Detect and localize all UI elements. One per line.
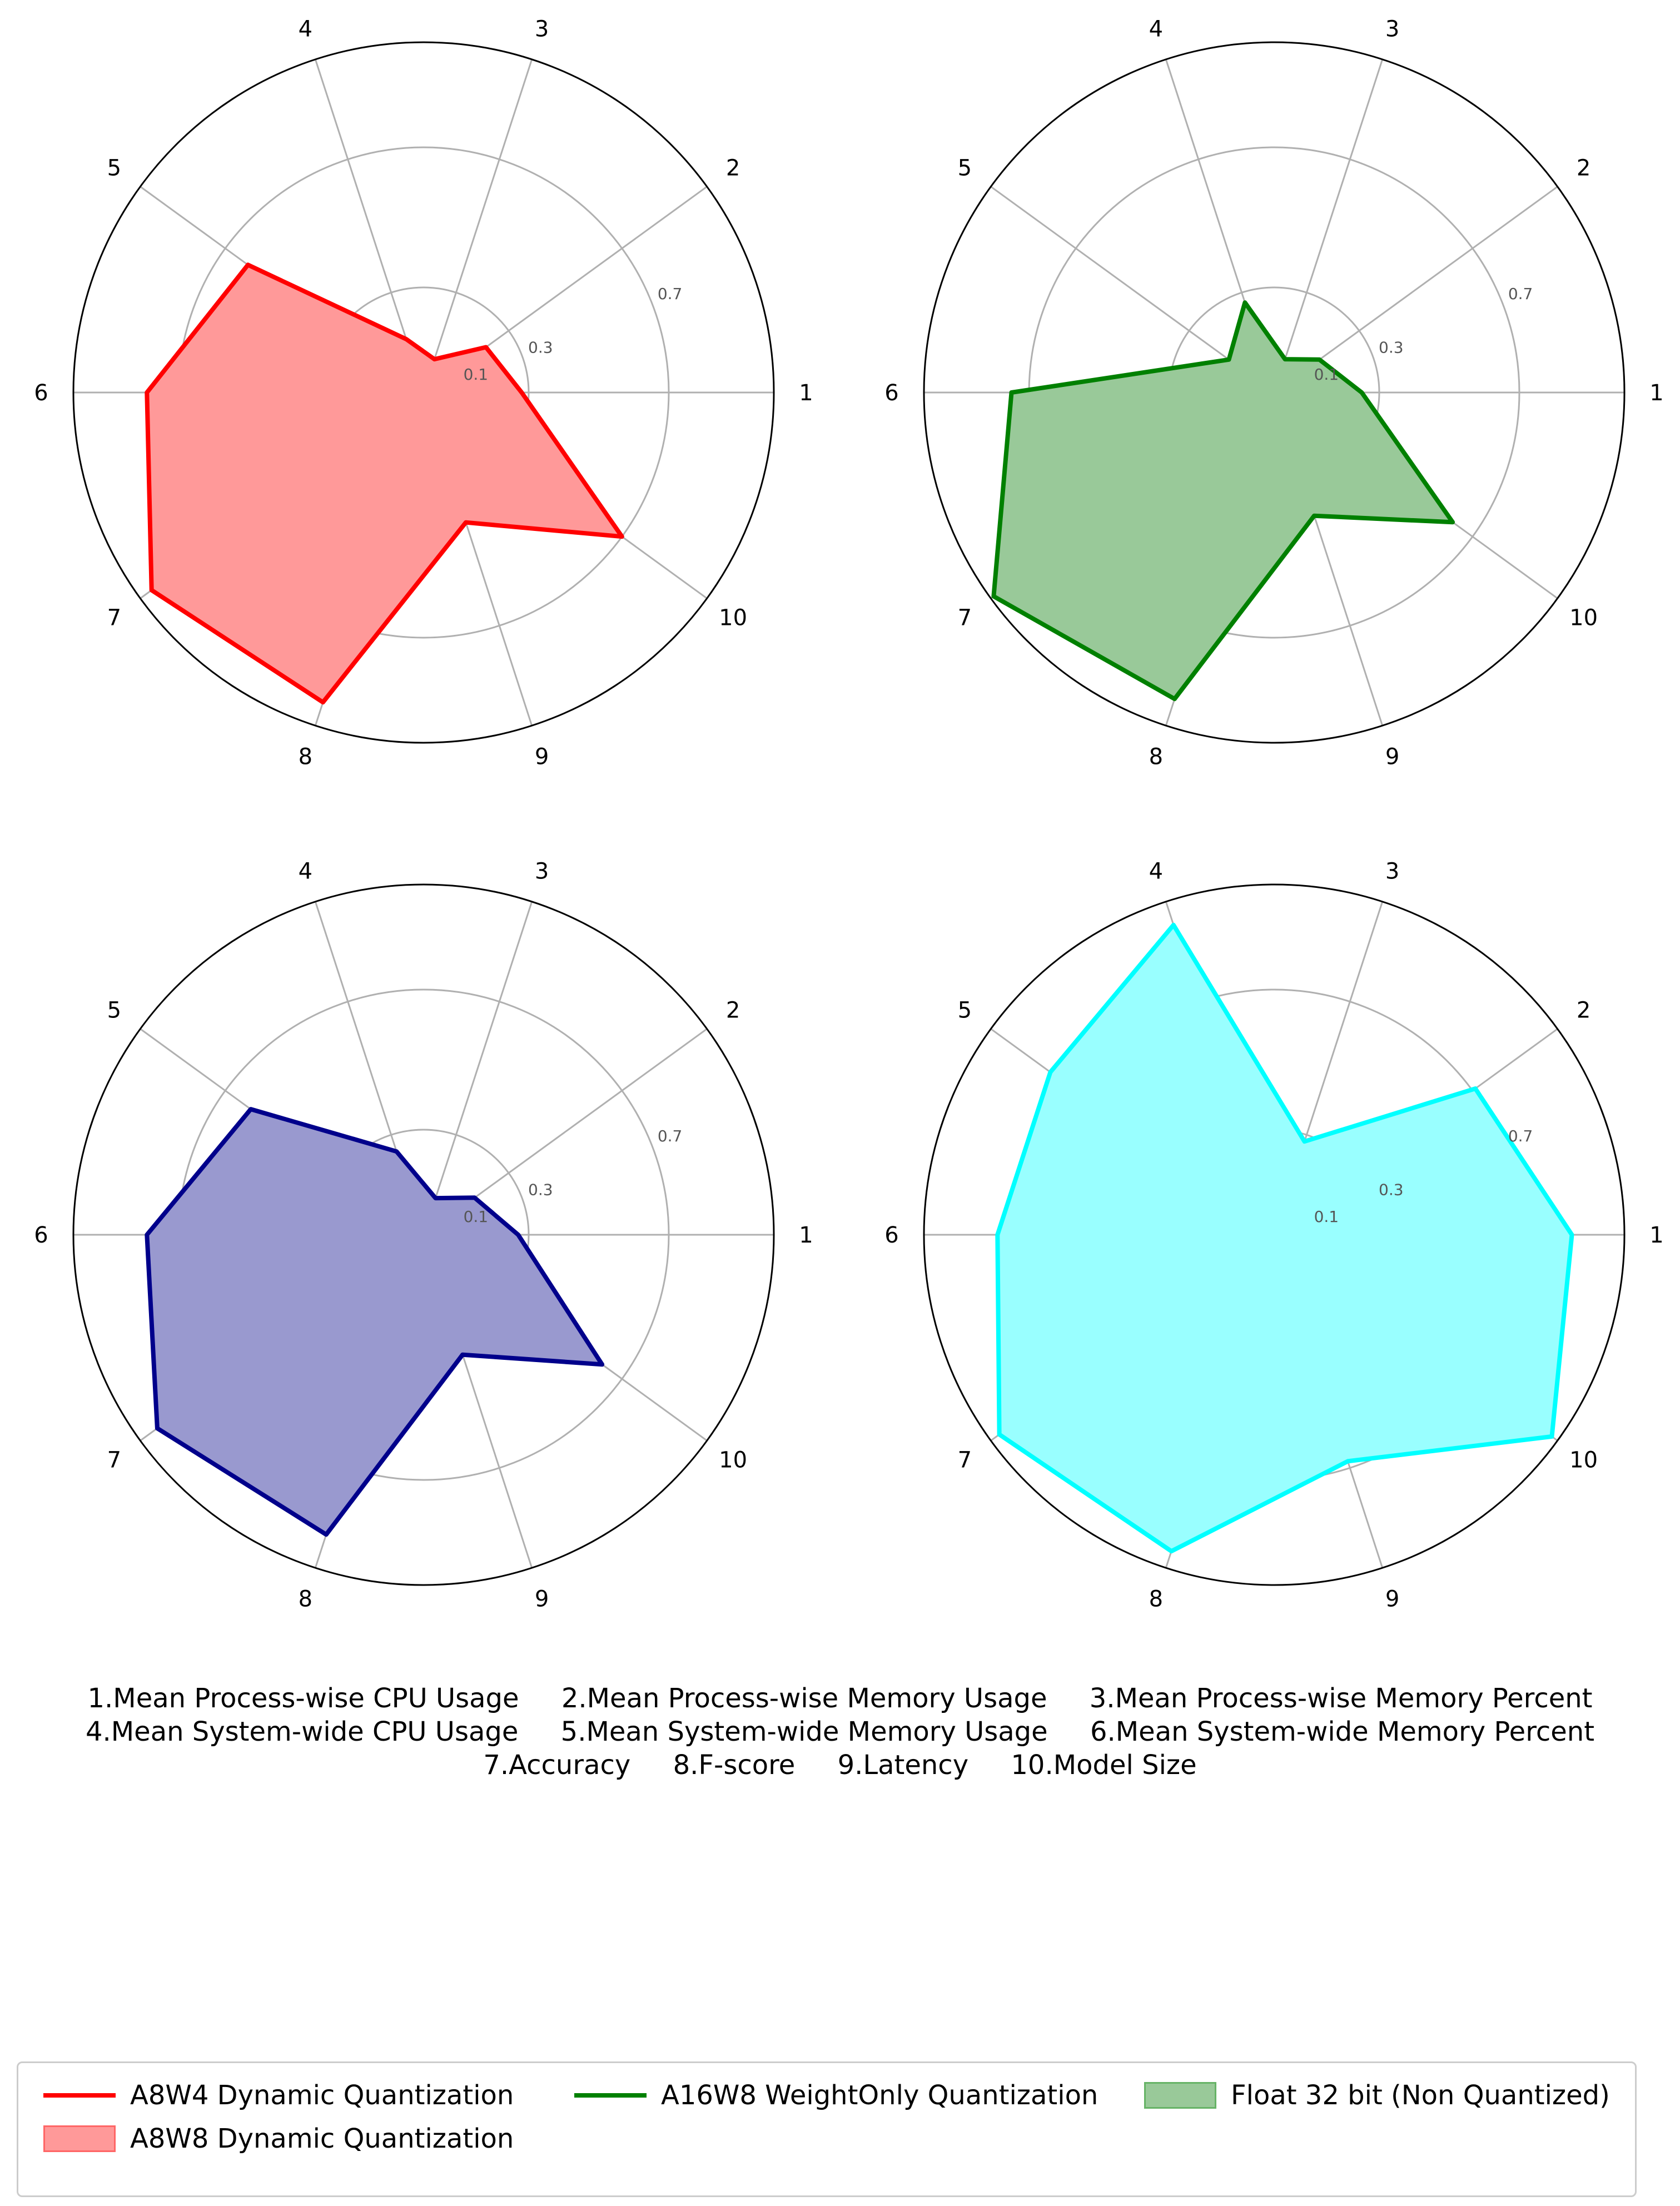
data-area <box>997 925 1572 1552</box>
axis-label-5: 5 <box>958 156 972 181</box>
metric-key-line-2: 4.Mean System-wide CPU Usage 5.Mean Syst… <box>85 1716 1595 1747</box>
spoke-line <box>1274 186 1558 394</box>
metric-key-line-1: 1.Mean Process-wise CPU Usage 2.Mean Pro… <box>87 1683 1593 1714</box>
axis-label-10: 10 <box>1569 1447 1598 1473</box>
axis-label-8: 8 <box>299 1586 312 1612</box>
legend-item-float32: Float 32 bit (Non Quantized) <box>1144 2080 1610 2111</box>
axis-label-1: 1 <box>799 1223 813 1248</box>
axis-label-6: 6 <box>34 380 48 406</box>
axis-label-1: 1 <box>1649 380 1663 406</box>
axis-label-2: 2 <box>1577 156 1590 181</box>
axis-label-1: 1 <box>1649 1223 1663 1248</box>
radial-tick-label: 0.1 <box>1314 365 1339 384</box>
axis-label-1: 1 <box>799 380 813 406</box>
axis-label-4: 4 <box>299 859 312 885</box>
legend-label-float32: Float 32 bit (Non Quantized) <box>1231 2080 1610 2111</box>
legend-swatch-a8w4 <box>43 2093 116 2098</box>
axis-label-7: 7 <box>107 605 121 630</box>
spoke-line <box>1273 59 1384 393</box>
radial-tick-label: 0.3 <box>1379 339 1404 357</box>
outer-circle <box>923 883 1626 1586</box>
axis-label-4: 4 <box>1149 859 1163 885</box>
data-area <box>147 1109 603 1535</box>
radial-tick-label: 0.1 <box>464 1208 489 1226</box>
legend-label-a16w8: A16W8 WeightOnly Quantization <box>661 2080 1099 2111</box>
spoke-line <box>423 901 533 1235</box>
outer-circle <box>72 883 775 1586</box>
axis-label-10: 10 <box>1569 605 1598 630</box>
axis-label-2: 2 <box>726 998 740 1023</box>
data-outline <box>995 922 1574 1554</box>
axis-label-5: 5 <box>958 998 972 1023</box>
radial-tick-label: 0.7 <box>1508 1127 1533 1145</box>
spoke-line <box>423 59 533 393</box>
axis-label-9: 9 <box>535 744 549 769</box>
legend-label-a8w8: A8W8 Dynamic Quantization <box>130 2123 514 2154</box>
legend-item-a8w4: A8W4 Dynamic Quantization <box>43 2080 514 2111</box>
axis-label-9: 9 <box>535 1586 549 1612</box>
axis-label-2: 2 <box>1577 998 1590 1023</box>
axis-label-6: 6 <box>34 1223 48 1248</box>
outer-circle <box>72 41 775 744</box>
axis-label-9: 9 <box>1385 744 1399 769</box>
radial-tick-label: 0.3 <box>528 339 553 357</box>
axis-label-7: 7 <box>958 1447 972 1473</box>
radial-tick-label: 0.1 <box>464 365 489 384</box>
data-area <box>147 265 622 703</box>
data-outline <box>991 300 1455 702</box>
axis-label-7: 7 <box>958 605 972 630</box>
axis-label-8: 8 <box>1149 1586 1163 1612</box>
data-outline <box>145 1107 605 1537</box>
radial-tick-label: 0.3 <box>1379 1181 1404 1199</box>
radar-chart-2: 0.1 0.3 0.7 1 2 3 4 5 6 7 8 9 10 <box>884 17 1663 770</box>
axis-label-6: 6 <box>884 380 898 406</box>
metric-key-line-3: 7.Accuracy 8.F-score 9.Latency 10.Model … <box>483 1750 1197 1781</box>
radar-chart-1: 0.1 0.3 0.7 1 2 3 4 5 6 7 8 9 10 <box>34 17 813 770</box>
axis-label-9: 9 <box>1385 1586 1399 1612</box>
axis-label-7: 7 <box>107 1447 121 1473</box>
radial-tick-label: 0.7 <box>1508 285 1533 303</box>
axis-label-6: 6 <box>884 1223 898 1248</box>
legend-swatch-a16w8 <box>574 2093 647 2098</box>
outer-circle <box>923 41 1626 744</box>
axis-label-3: 3 <box>1385 859 1399 885</box>
radial-tick-label: 0.1 <box>1314 1208 1339 1226</box>
axis-label-10: 10 <box>719 1447 747 1473</box>
radial-tick-label: 0.3 <box>528 1181 553 1199</box>
axis-label-3: 3 <box>535 17 549 42</box>
axis-label-3: 3 <box>1385 17 1399 42</box>
axis-label-3: 3 <box>535 859 549 885</box>
axis-label-8: 8 <box>1149 744 1163 769</box>
axis-label-10: 10 <box>719 605 747 630</box>
axis-label-2: 2 <box>726 156 740 181</box>
axis-label-5: 5 <box>107 156 121 181</box>
legend-label-a8w4: A8W4 Dynamic Quantization <box>130 2080 514 2111</box>
radar-chart-4: 0.1 0.3 0.7 1 2 3 4 5 6 7 8 9 10 <box>884 859 1663 1612</box>
legend: A8W4 Dynamic Quantization A16W8 WeightOn… <box>17 2061 1637 2197</box>
legend-item-a16w8: A16W8 WeightOnly Quantization <box>574 2080 1098 2111</box>
legend-swatch-a8w8 <box>43 2125 116 2152</box>
axis-label-8: 8 <box>299 744 312 769</box>
axis-label-4: 4 <box>1149 17 1163 42</box>
legend-item-a8w8: A8W8 Dynamic Quantization <box>43 2123 514 2154</box>
legend-swatch-float32 <box>1144 2082 1216 2109</box>
radar-chart-3: 0.1 0.3 0.7 1 2 3 4 5 6 7 8 9 10 <box>34 859 813 1612</box>
axis-label-4: 4 <box>299 17 312 42</box>
data-area <box>993 302 1453 699</box>
axis-label-5: 5 <box>107 998 121 1023</box>
radial-tick-label: 0.7 <box>658 1127 683 1145</box>
radial-tick-label: 0.7 <box>658 285 683 303</box>
data-outline <box>145 262 624 705</box>
